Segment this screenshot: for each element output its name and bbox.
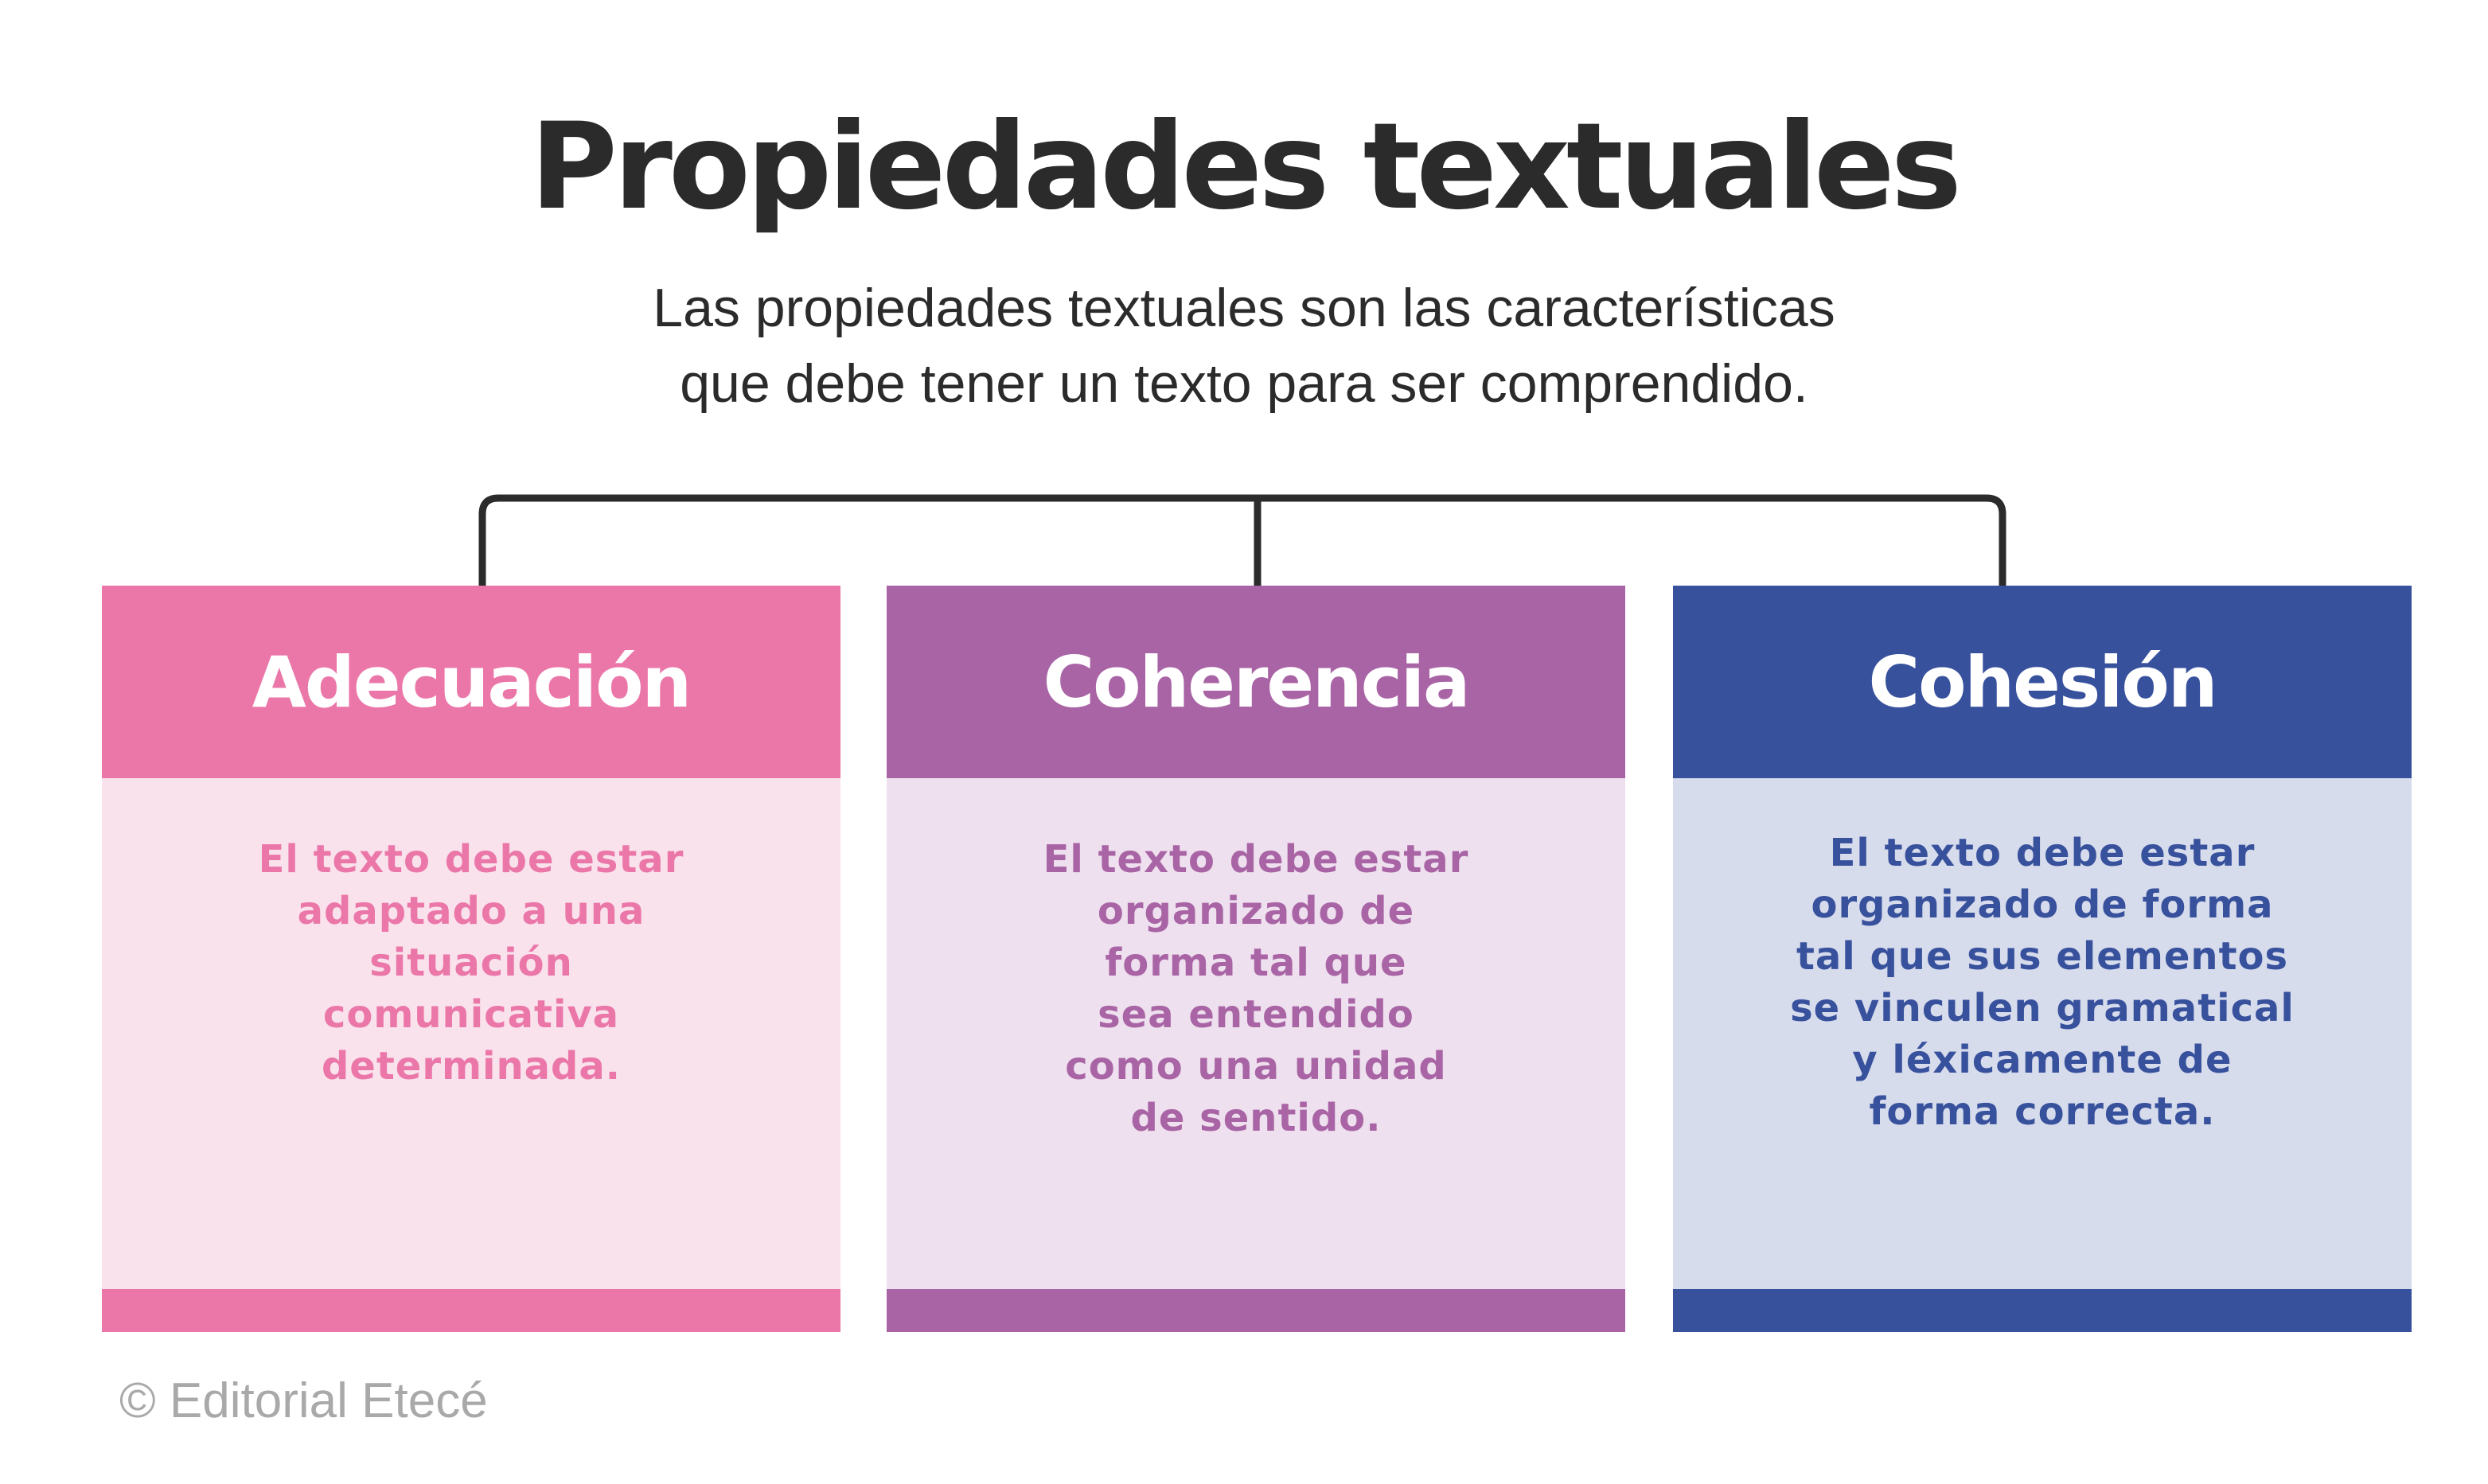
card-heading: Cohesión: [1673, 586, 2412, 778]
card-heading: Coherencia: [887, 586, 1625, 778]
card-text-line: y léxicamente de: [1852, 1038, 2233, 1082]
card-text-line: como una unidad: [1065, 1044, 1447, 1089]
card-text-line: tal que sus elementos: [1796, 934, 2289, 979]
card-text-line: El texto debe estar: [1829, 831, 2256, 875]
card-text-line: organizado de: [1097, 889, 1415, 933]
card-adecuacion: Adecuación El texto debe estar adaptado …: [102, 586, 840, 1332]
subtitle-line: Las propiedades textuales son las caract…: [653, 278, 1835, 338]
card-footer-bar: [102, 1289, 840, 1332]
card-heading: Adecuación: [102, 586, 840, 778]
card-body: El texto debe estar adaptado a una situa…: [102, 778, 840, 1289]
card-text-line: determinada.: [321, 1044, 622, 1089]
connector-branch: [478, 494, 2006, 589]
copyright-footer: © Editorial Etecé: [119, 1373, 488, 1428]
subtitle-line: que debe tener un texto para ser compren…: [680, 353, 1808, 414]
card-text-line: adaptado a una: [297, 889, 645, 933]
card-text-line: forma correcta.: [1869, 1089, 2216, 1134]
card-text-line: de sentido.: [1130, 1096, 1382, 1140]
card-text-line: organizado de forma: [1811, 882, 2274, 927]
card-text-line: El texto debe estar: [258, 837, 684, 882]
diagram-subtitle: Las propiedades textuales son las caract…: [0, 271, 2488, 422]
card-footer-bar: [887, 1289, 1625, 1332]
diagram-title: Propiedades textuales: [529, 98, 1962, 236]
card-text-line: se vinculen gramatical: [1790, 986, 2295, 1030]
card-cohesion: Cohesión El texto debe estar organizado …: [1673, 586, 2412, 1332]
card-footer-bar: [1673, 1289, 2412, 1332]
card-text-line: El texto debe estar: [1043, 837, 1469, 882]
card-text-line: comunicativa: [322, 992, 620, 1037]
card-coherencia: Coherencia El texto debe estar organizad…: [887, 586, 1625, 1332]
card-text-line: situación: [369, 941, 573, 985]
card-body: El texto debe estar organizado de forma …: [1673, 778, 2412, 1289]
card-text-line: forma tal que: [1105, 941, 1407, 985]
card-text-line: sea entendido: [1098, 992, 1414, 1037]
card-body: El texto debe estar organizado de forma …: [887, 778, 1625, 1289]
